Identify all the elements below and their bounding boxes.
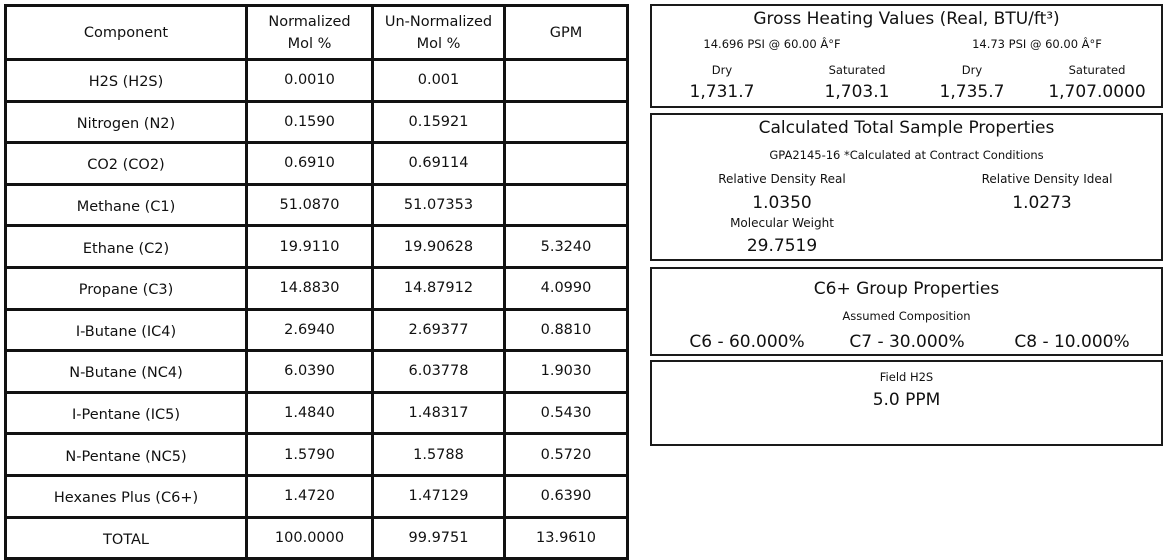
cell-component: TOTAL <box>7 518 245 558</box>
table-row: Ethane (C2) 19.9110 19.90628 5.3240 <box>7 227 626 266</box>
saturated-label-1: Saturated <box>828 63 886 77</box>
cell-unnormalized: 0.001 <box>374 61 503 100</box>
cell-gpm <box>506 102 626 142</box>
cell-component: N-Butane (NC4) <box>7 352 245 391</box>
table-row: Methane (C1) 51.0870 51.07353 <box>7 185 626 225</box>
mw-value: 29.7519 <box>746 236 818 256</box>
cell-gpm: 5.3240 <box>506 227 626 266</box>
table-row: H2S (H2S) 0.0010 0.001 <box>7 61 626 100</box>
cell-gpm: 0.5720 <box>506 435 626 474</box>
table-row: I-Pentane (IC5) 1.4840 1.48317 0.5430 <box>7 393 626 433</box>
table-row: Nitrogen (N2) 0.1590 0.15921 <box>7 102 626 142</box>
table-row: N-Pentane (NC5) 1.5790 1.5788 0.5720 <box>7 435 626 474</box>
cell-gpm: 13.9610 <box>506 518 626 558</box>
cell-unnormalized: 1.48317 <box>374 393 503 433</box>
cell-normalized: 0.6910 <box>248 144 371 183</box>
cell-component: H2S (H2S) <box>7 61 245 100</box>
cell-gpm <box>506 61 626 100</box>
c6-subtitle: Assumed Composition <box>842 309 971 323</box>
cell-gpm: 0.5430 <box>506 393 626 433</box>
cell-normalized: 0.1590 <box>248 102 371 142</box>
cell-component: CO2 (CO2) <box>7 144 245 183</box>
cell-gpm: 0.6390 <box>506 476 626 516</box>
sample-title: Calculated Total Sample Properties <box>758 118 1055 138</box>
cell-unnormalized: 51.07353 <box>374 185 503 225</box>
cell-unnormalized: 99.9751 <box>374 518 503 558</box>
cell-normalized: 51.0870 <box>248 185 371 225</box>
mw-label: Molecular Weight <box>730 216 834 230</box>
cell-unnormalized: 0.15921 <box>374 102 503 142</box>
c6-group-panel: C6+ Group Properties Assumed Composition… <box>650 267 1163 356</box>
cell-unnormalized: 14.87912 <box>374 268 503 308</box>
cell-component: N-Pentane (NC5) <box>7 435 245 474</box>
header-unnormalized: Un-Normalized Mol % <box>374 7 503 58</box>
cell-component: I-Pentane (IC5) <box>7 393 245 433</box>
dry-value-1: 1,731.7 <box>689 82 755 102</box>
dry-label-2: Dry <box>961 63 983 77</box>
c6-title: C6+ Group Properties <box>813 279 1000 299</box>
table-row: I-Butane (IC4) 2.6940 2.69377 0.8810 <box>7 310 626 350</box>
cell-unnormalized: 19.90628 <box>374 227 503 266</box>
cell-unnormalized: 1.47129 <box>374 476 503 516</box>
dry-label-1: Dry <box>711 63 733 77</box>
dry-value-2: 1,735.7 <box>939 82 1005 102</box>
cell-component: Propane (C3) <box>7 268 245 308</box>
sample-properties-panel: Calculated Total Sample Properties GPA21… <box>650 113 1163 261</box>
cell-normalized: 0.0010 <box>248 61 371 100</box>
heating-title: Gross Heating Values (Real, BTU/ft³) <box>753 9 1060 29</box>
saturated-label-2: Saturated <box>1068 63 1126 77</box>
c7-composition: C7 - 30.000% <box>849 332 965 352</box>
cell-component: I-Butane (IC4) <box>7 310 245 350</box>
cell-gpm: 1.9030 <box>506 352 626 391</box>
cell-unnormalized: 6.03778 <box>374 352 503 391</box>
cell-normalized: 1.4720 <box>248 476 371 516</box>
cell-unnormalized: 2.69377 <box>374 310 503 350</box>
table-body: H2S (H2S) 0.0010 0.001 Nitrogen (N2) 0.1590 0… <box>7 61 626 558</box>
field-h2s-panel: Field H2S 5.0 PPM <box>650 360 1163 446</box>
cell-gpm <box>506 185 626 225</box>
cell-unnormalized: 1.5788 <box>374 435 503 474</box>
cell-unnormalized: 0.69114 <box>374 144 503 183</box>
cell-normalized: 2.6940 <box>248 310 371 350</box>
cell-gpm: 0.8810 <box>506 310 626 350</box>
sample-subtitle: GPA2145-16 *Calculated at Contract Condi… <box>769 148 1044 162</box>
cell-normalized: 19.9110 <box>248 227 371 266</box>
table-row: TOTAL 100.0000 99.9751 13.9610 <box>7 518 626 558</box>
rd-ideal-label: Relative Density Ideal <box>981 172 1113 186</box>
table-row: Propane (C3) 14.8830 14.87912 4.0990 <box>7 268 626 308</box>
cell-gpm: 4.0990 <box>506 268 626 308</box>
cell-component: Methane (C1) <box>7 185 245 225</box>
header-normalized-text: Normalized Mol % <box>268 13 351 52</box>
table-row: Hexanes Plus (C6+) 1.4720 1.47129 0.6390 <box>7 476 626 516</box>
table-row: N-Butane (NC4) 6.0390 6.03778 1.9030 <box>7 352 626 391</box>
header-component: Component <box>7 7 245 58</box>
c8-composition: C8 - 10.000% <box>1014 332 1130 352</box>
heating-values-panel: Gross Heating Values (Real, BTU/ft³) 14.… <box>650 4 1163 108</box>
composition-table: Component Normalized Mol % Un-Normalized M… <box>4 4 629 560</box>
cell-normalized: 14.8830 <box>248 268 371 308</box>
heating-condition-2: 14.73 PSI @ 60.00 Â°F <box>972 37 1102 51</box>
rd-real-value: 1.0350 <box>752 193 812 213</box>
cell-normalized: 1.5790 <box>248 435 371 474</box>
rd-real-label: Relative Density Real <box>718 172 846 186</box>
rd-ideal-value: 1.0273 <box>1012 193 1072 213</box>
saturated-value-1: 1,703.1 <box>824 82 890 102</box>
cell-gpm <box>506 144 626 183</box>
cell-normalized: 100.0000 <box>248 518 371 558</box>
heating-condition-1: 14.696 PSI @ 60.00 Â°F <box>703 37 841 51</box>
saturated-value-2: 1,707.0000 <box>1048 82 1146 102</box>
cell-normalized: 1.4840 <box>248 393 371 433</box>
header-normalized: Normalized Mol % <box>248 7 371 58</box>
c6-composition: C6 - 60.000% <box>689 332 805 352</box>
cell-component: Hexanes Plus (C6+) <box>7 476 245 516</box>
h2s-title: Field H2S <box>879 370 934 384</box>
header-unnormalized-text: Un-Normalized Mol % <box>384 13 493 52</box>
h2s-value: 5.0 PPM <box>872 390 941 410</box>
cell-component: Ethane (C2) <box>7 227 245 266</box>
cell-component: Nitrogen (N2) <box>7 102 245 142</box>
header-gpm: GPM <box>506 7 626 58</box>
table-row: CO2 (CO2) 0.6910 0.69114 <box>7 144 626 183</box>
cell-normalized: 6.0390 <box>248 352 371 391</box>
table-header-row: Component Normalized Mol % Un-Normalized M… <box>7 7 626 58</box>
